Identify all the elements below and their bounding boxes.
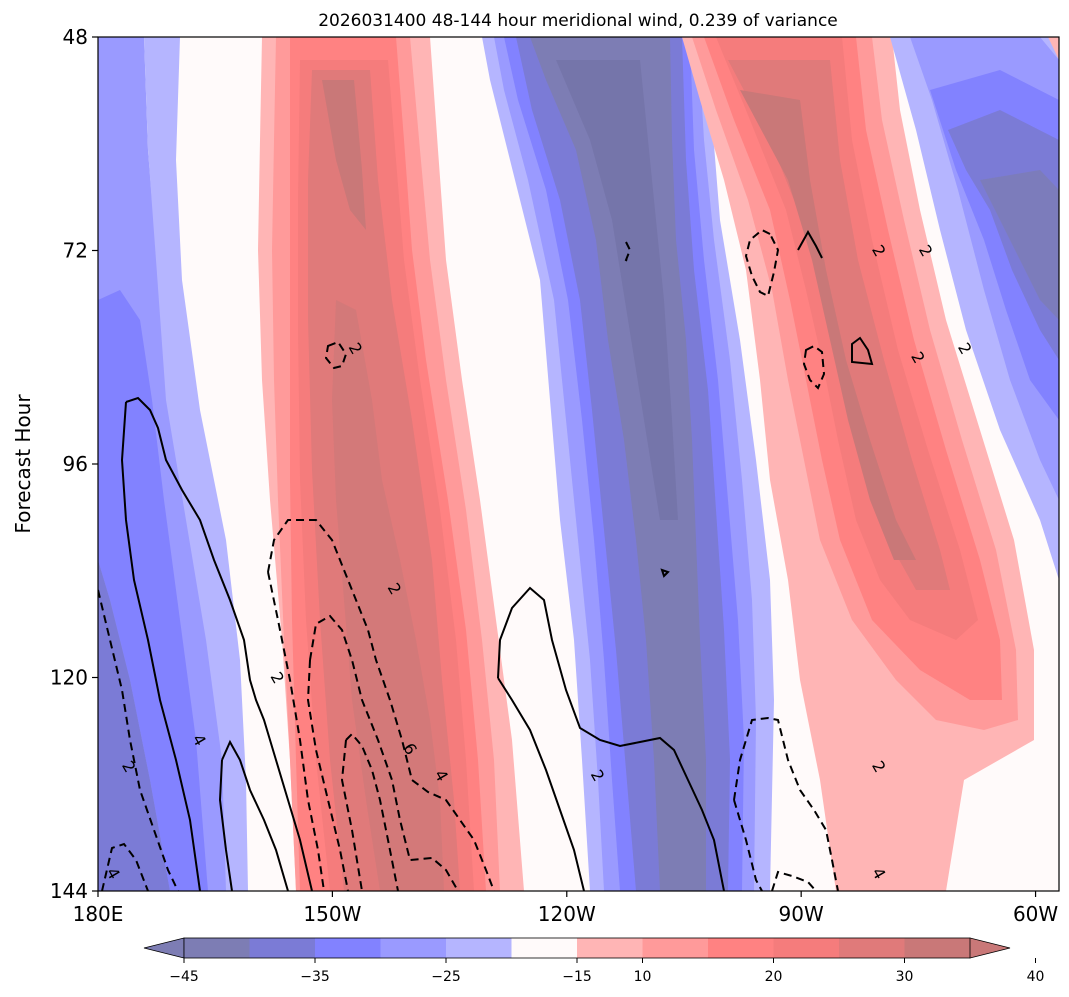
contour-line-positive	[497, 586, 725, 891]
colorbar-tick-label: 30	[896, 969, 914, 985]
contour-line-negative	[733, 716, 839, 891]
x-tick-label: 90W	[779, 902, 824, 926]
contour-line-positive	[218, 759, 233, 891]
contour-line-positive	[797, 229, 823, 259]
y-tick-label: 72	[63, 239, 88, 263]
colorbar-tick-label: −15	[562, 969, 592, 985]
blue-band-central	[482, 37, 774, 891]
contour-line-positive	[120, 401, 201, 891]
contour-line-positive	[660, 568, 670, 578]
y-tick-label: 120	[50, 666, 88, 690]
contour-line-positive	[125, 396, 313, 891]
colorbar-extend-min	[143, 937, 185, 959]
y-tick-label: 48	[63, 25, 88, 49]
colorbar-segment	[773, 938, 840, 958]
x-tick-label: 120W	[538, 902, 596, 926]
y-axis-label: Forecast Hour	[11, 394, 35, 534]
y-tick-label: 96	[63, 452, 88, 476]
colorbar-segment	[904, 938, 971, 958]
colorbar-segment	[184, 938, 250, 958]
colorbar-segment	[446, 938, 512, 958]
contour-line-negative	[306, 659, 349, 891]
colorbar-segment	[708, 938, 774, 958]
chart-title: 2026031400 48-144 hour meridional wind, …	[318, 11, 838, 31]
contour-line-negative	[309, 614, 459, 891]
blue-band-west	[98, 37, 248, 891]
colorbar-tick-label: 20	[765, 969, 783, 985]
contour-line-negative	[98, 589, 179, 891]
contour-line-positive	[851, 336, 874, 366]
contour-line-negative	[267, 519, 495, 891]
contour-line-negative	[324, 340, 348, 370]
y-axis: 48 72 96 120 144	[50, 25, 98, 903]
filled-contour-field	[98, 37, 1059, 891]
contour-line-negative	[267, 571, 325, 891]
colorbar-tick-label: −35	[300, 969, 330, 985]
contour-line-positive	[497, 677, 585, 891]
x-tick-label: 180E	[73, 902, 124, 926]
colorbar: −45 −35 −25 −15 10 20 30 40	[143, 937, 1045, 985]
colorbar-tick-label: 10	[634, 969, 652, 985]
x-tick-label: 150W	[303, 902, 361, 926]
colorbar-segment	[839, 938, 905, 958]
colorbar-segment	[380, 938, 447, 958]
contour-line-negative	[345, 732, 399, 891]
contour-line-negative	[733, 799, 763, 891]
blue-band-far-east	[890, 37, 1059, 580]
contour-lines	[98, 228, 874, 891]
contour-line-positive	[221, 739, 289, 891]
x-axis: 180E 150W 120W 90W 60W	[73, 891, 1058, 926]
contour-line-negative	[101, 842, 149, 891]
colorbar-tick-label: −45	[169, 969, 199, 985]
x-tick-label: 60W	[1013, 902, 1058, 926]
contour-line-negative	[802, 344, 826, 390]
contour-line-negative	[744, 228, 780, 298]
colorbar-segment	[315, 938, 381, 958]
y-tick-label: 144	[50, 879, 88, 903]
colorbar-segment	[577, 938, 643, 958]
colorbar-segment	[511, 938, 578, 958]
colorbar-extend-max	[969, 937, 1011, 959]
colorbar-tick-label: −25	[431, 969, 461, 985]
contour-line-negative	[771, 870, 817, 891]
colorbar-tick-label: 40	[1027, 969, 1045, 985]
contour-line-negative	[340, 739, 363, 891]
red-band-east	[682, 37, 1034, 891]
contour-line-negative	[624, 241, 632, 263]
colorbar-segment	[642, 938, 709, 958]
colorbar-segment	[249, 938, 316, 958]
